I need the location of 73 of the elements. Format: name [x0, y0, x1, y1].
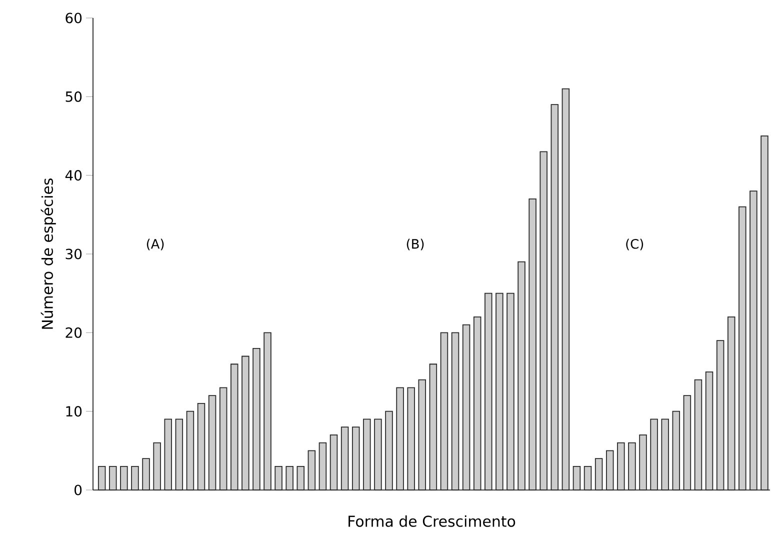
bar	[308, 450, 316, 490]
y-tick-label: 50	[66, 91, 82, 102]
bar	[639, 434, 647, 490]
bar	[683, 395, 692, 490]
bar	[374, 418, 382, 490]
bar	[550, 104, 559, 490]
y-tick-label: 0	[74, 484, 82, 496]
bar	[528, 198, 536, 490]
bar	[650, 418, 658, 490]
bar	[694, 379, 702, 490]
bar	[131, 466, 139, 490]
y-axis-title: Número de espécies	[40, 178, 56, 329]
bar	[540, 151, 548, 490]
bar	[208, 395, 216, 490]
bar	[672, 410, 680, 490]
bar	[617, 442, 625, 490]
bar	[462, 324, 470, 490]
bar	[594, 458, 603, 490]
bar	[606, 450, 614, 490]
bar	[705, 372, 714, 490]
bar	[340, 426, 349, 490]
bar	[153, 442, 161, 490]
bar	[274, 466, 282, 490]
annotation: (B)	[406, 238, 424, 250]
bar	[264, 332, 272, 490]
bar	[363, 418, 371, 490]
y-tick-label: 60	[66, 12, 82, 24]
bar	[572, 466, 581, 490]
bar	[252, 348, 260, 490]
bar	[760, 136, 768, 490]
annotation: (C)	[626, 238, 644, 250]
x-axis-title: Forma de Crescimento	[348, 515, 516, 527]
bar	[473, 316, 482, 490]
bar	[661, 418, 669, 490]
bar	[496, 292, 504, 490]
bar	[197, 403, 206, 490]
bar	[518, 261, 526, 490]
bar	[109, 466, 117, 490]
bar	[429, 364, 438, 490]
bar	[219, 387, 228, 490]
bar	[120, 466, 128, 490]
bar	[418, 379, 426, 490]
annotation: (A)	[146, 238, 164, 250]
bar	[352, 426, 360, 490]
y-tick-label: 40	[65, 170, 82, 181]
bar	[738, 206, 746, 490]
bar	[98, 466, 106, 490]
y-tick-label: 10	[66, 406, 82, 417]
bar	[584, 466, 592, 490]
bar	[175, 418, 184, 490]
bar	[318, 442, 327, 490]
bar	[296, 466, 305, 490]
y-tick-label: 20	[66, 327, 82, 338]
bar	[562, 88, 570, 490]
bar	[484, 292, 492, 490]
bar	[242, 356, 250, 490]
bar	[716, 340, 724, 490]
bar	[396, 387, 404, 490]
bar	[407, 387, 415, 490]
bar	[330, 434, 338, 490]
bar	[750, 190, 758, 490]
bar	[506, 292, 514, 490]
bar	[628, 442, 636, 490]
bar	[440, 332, 448, 490]
bar	[164, 418, 172, 490]
y-tick-label: 30	[66, 248, 82, 260]
bar	[451, 332, 460, 490]
bar	[286, 466, 294, 490]
bar	[230, 364, 238, 490]
bar	[727, 316, 736, 490]
bar	[385, 410, 393, 490]
bar	[186, 410, 194, 490]
bar	[142, 458, 150, 490]
